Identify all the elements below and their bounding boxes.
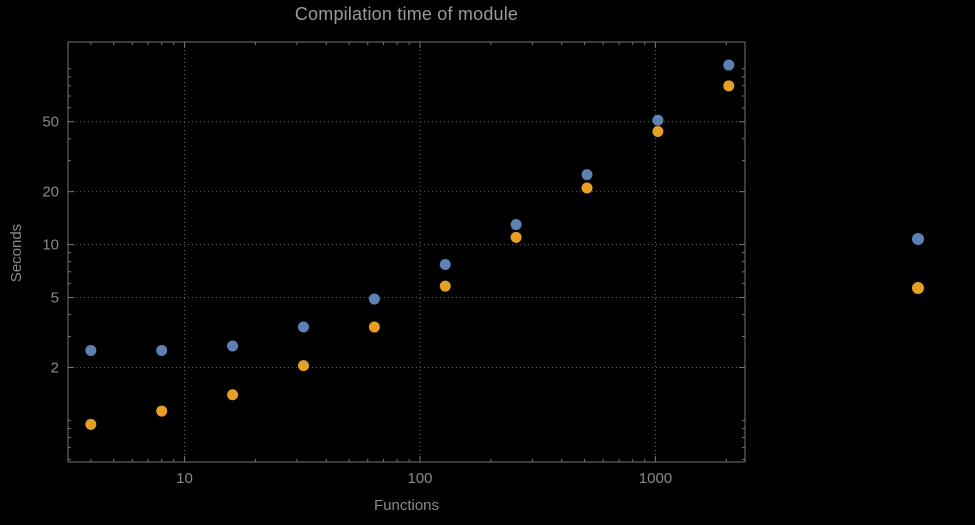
y-tick-label-5: 5 [51, 290, 59, 307]
data-point-series-2-x512 [581, 182, 593, 194]
chart-title: Compilation time of module [294, 4, 519, 24]
data-point-series-2-x256 [510, 231, 522, 243]
x-tick-label-100: 100 [407, 470, 432, 487]
y-tick-label-10: 10 [42, 237, 59, 254]
data-point-series-1-x16 [227, 340, 239, 352]
y-tick-label-20: 20 [42, 184, 59, 201]
data-point-series-2-x32 [297, 360, 309, 372]
data-point-series-2-x16 [227, 389, 239, 401]
data-point-series-2-x8 [156, 405, 168, 417]
y-tick-label-50: 50 [42, 114, 59, 131]
x-tick-label-10: 10 [176, 470, 193, 487]
data-point-series-1-x8 [156, 344, 168, 356]
data-point-series-1-x512 [581, 169, 593, 181]
data-point-series-1-x32 [297, 321, 309, 333]
data-point-series-2-x2048 [723, 80, 735, 92]
legend-marker-series-2 [912, 282, 924, 294]
data-point-series-1-x2048 [723, 59, 735, 71]
data-point-series-2-x128 [439, 280, 451, 292]
data-point-series-2-x64 [368, 321, 380, 333]
data-point-series-1-x256 [510, 219, 522, 231]
data-point-series-1-x4 [85, 344, 97, 356]
data-point-series-2-x1024 [652, 125, 664, 137]
data-point-series-2-x4 [85, 418, 97, 430]
y-tick-label-2: 2 [51, 359, 59, 376]
data-point-series-1-x64 [368, 293, 380, 305]
legend-marker-series-1 [912, 233, 924, 245]
data-point-series-1-x128 [439, 259, 451, 271]
x-tick-label-1000: 1000 [639, 470, 672, 487]
plot-frame [67, 41, 746, 463]
y-axis-label: Seconds [8, 223, 25, 283]
x-axis-label: Functions [373, 497, 440, 514]
data-point-series-1-x1024 [652, 114, 664, 126]
